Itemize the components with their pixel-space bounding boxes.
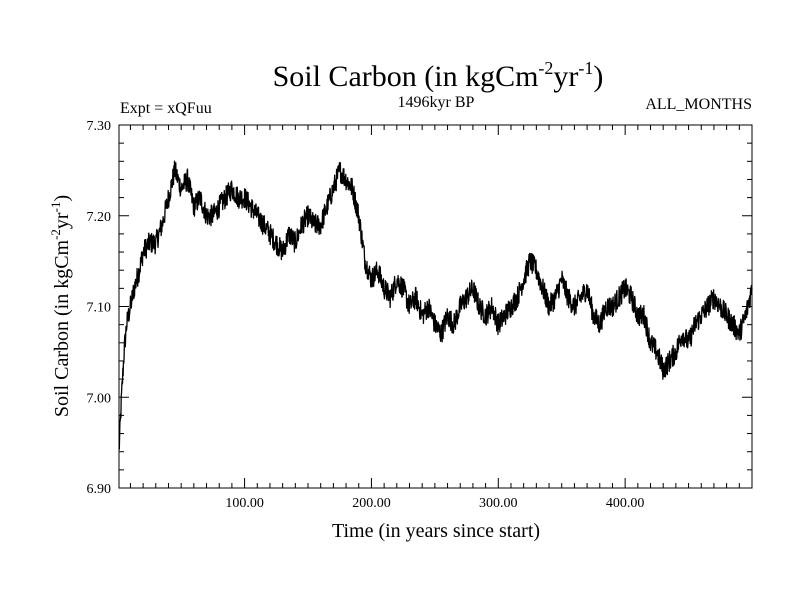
months-label: ALL_MONTHS — [645, 96, 752, 113]
y-tick-label: 7.20 — [87, 210, 112, 225]
tick-labels: 100.00 200.00 300.00 400.00 6.90 7.00 7.10 7.20… — [87, 119, 645, 511]
y-axis-label: Soil Carbon (in kgCm-2yr-1) — [48, 195, 73, 417]
x-tick-label: 400.00 — [606, 496, 645, 511]
y-tick-label: 7.10 — [87, 301, 112, 316]
period-label: 1496kyr BP — [398, 94, 475, 111]
series-layer — [118, 160, 753, 450]
y-tick-label: 7.00 — [87, 391, 112, 406]
experiment-label: Expt = xQFuu — [120, 100, 212, 117]
x-tick-label: 200.00 — [352, 496, 391, 511]
plot-frame — [118, 124, 753, 489]
y-tick-label: 7.30 — [87, 119, 112, 134]
series-line — [118, 160, 753, 450]
chart-title: Soil Carbon (in kgCm-2yr-1) — [273, 58, 604, 93]
minor-ticks — [119, 125, 752, 488]
major-ticks — [119, 124, 752, 489]
x-tick-label: 300.00 — [479, 496, 518, 511]
x-tick-label: 100.00 — [225, 496, 264, 511]
y-tick-label: 6.90 — [87, 482, 112, 497]
x-axis-label: Time (in years since start) — [332, 520, 540, 542]
